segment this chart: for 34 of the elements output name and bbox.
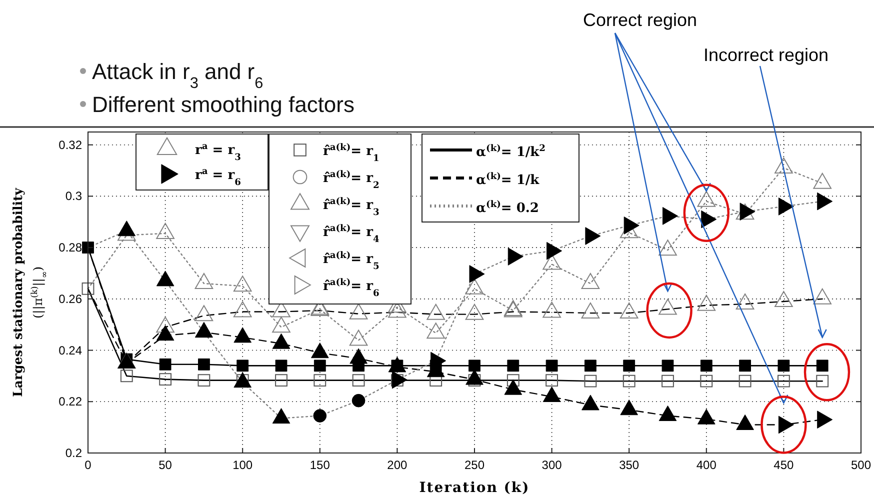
x-tick-label: 250 xyxy=(464,458,485,472)
legend-label: r̂$^{a(k)}$= r$_{3}$ xyxy=(323,196,380,218)
x-axis-title: Iteration (k) xyxy=(419,480,530,496)
x-tick-label: 400 xyxy=(696,458,717,472)
legend-label: r̂$^{a(k)}$= r$_{5}$ xyxy=(323,250,380,272)
y-tick-label: 0.28 xyxy=(58,240,82,255)
annotation: Correct region xyxy=(582,10,698,30)
legend-label: r̂$^{a(k)}$= r$_{6}$ xyxy=(323,276,380,298)
x-tick-label: 200 xyxy=(387,458,408,472)
x-tick-label: 100 xyxy=(232,458,253,472)
x-tick-label: 300 xyxy=(542,458,562,472)
legend-label: r̂$^{a(k)}$= r$_{2}$ xyxy=(323,168,380,190)
legend-label: r$^{a}$ = r$_{3}$ xyxy=(195,140,241,162)
chart-title: Attack in r$_{3}$ and r$_{6}$ xyxy=(92,59,264,92)
x-tick-label: 500 xyxy=(850,458,872,472)
x-tick-label: 350 xyxy=(619,458,640,472)
chart-subtitle: Different smoothing factors xyxy=(92,92,354,117)
y-tick-label: 0.3 xyxy=(65,189,82,204)
y-tick-label: 0.26 xyxy=(58,292,82,306)
y-tick-label: 0.22 xyxy=(58,394,82,409)
x-tick-label: 150 xyxy=(310,458,330,472)
y-tick-label: 0.32 xyxy=(58,138,82,152)
legend-label: r$^{a}$ = r$_{6}$ xyxy=(195,166,241,188)
legend-label: r̂$^{a(k)}$= r$_{4}$ xyxy=(323,222,380,244)
text: Incorrect region xyxy=(703,45,829,65)
legend-label: r̂$^{a(k)}$= r$_{1}$ xyxy=(323,142,380,164)
x-tick-label: 450 xyxy=(774,458,794,472)
x-tick-label: 50 xyxy=(158,458,172,472)
legend-label: α$^{(k)}$= 0.2 xyxy=(476,198,539,216)
x-tick-label: 0 xyxy=(84,458,92,472)
y-tick-label: 0.24 xyxy=(58,343,82,358)
y-tick-label: 0.2 xyxy=(65,446,82,460)
legend-label: α$^{(k)}$= 1/k xyxy=(476,170,540,188)
legend-label: α$^{(k)}$= 1/k$^{2}$ xyxy=(476,142,546,160)
